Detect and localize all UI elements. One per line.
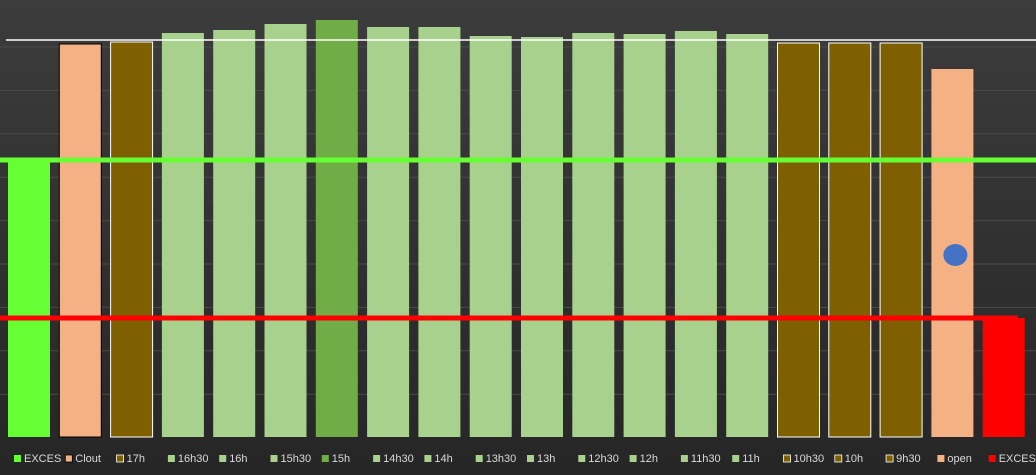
legend-swatch [527, 455, 534, 462]
bar [8, 160, 50, 437]
legend-label: 14h [434, 453, 452, 465]
marker-point [943, 244, 968, 266]
bar [315, 20, 358, 437]
legend-swatch [937, 455, 945, 462]
bar [161, 33, 204, 437]
legend-swatch [988, 455, 996, 462]
legend-swatch [219, 455, 227, 462]
legend-label: Clout [75, 453, 101, 465]
legend-label: 9h30 [896, 453, 920, 465]
bar [58, 43, 102, 438]
bar [264, 24, 307, 437]
bar [879, 42, 923, 438]
legend-swatch [116, 454, 124, 463]
legend-label: 12h [640, 453, 658, 465]
bar [828, 42, 872, 438]
legend-label: 14h30 [383, 453, 414, 465]
legend-swatch [424, 455, 432, 462]
bar [367, 27, 410, 437]
bar [982, 318, 1025, 437]
legend-swatch [475, 455, 483, 462]
legend-label: 17h [127, 453, 145, 465]
legend-label: 13h [537, 453, 555, 465]
bar [674, 31, 717, 437]
bar [623, 34, 666, 437]
legend-swatch [732, 455, 740, 462]
bar [469, 36, 512, 437]
legend-label: EXCES [999, 453, 1036, 465]
legend-label: 10h [845, 453, 863, 465]
bar [726, 34, 769, 437]
legend-swatch [270, 455, 278, 462]
legend-label: 16h30 [178, 453, 209, 465]
legend-swatch [321, 455, 329, 462]
legend-label: 15h30 [281, 453, 312, 465]
legend-label: 11h [742, 453, 760, 465]
legend-label: 12h30 [588, 453, 619, 465]
legend: EXCES Clout 17h 16h30 16h 15h30 15h 14h30 14h 13h… [14, 453, 1036, 465]
bar [213, 30, 256, 437]
legend-swatch [834, 454, 843, 463]
bar [572, 33, 615, 437]
legend-swatch [680, 455, 688, 462]
legend-swatch [578, 455, 586, 462]
legend-swatch [14, 455, 21, 462]
legend-label: 15h [332, 453, 350, 465]
legend-label: 11h30 [691, 453, 721, 465]
bar [777, 42, 820, 438]
legend-label: 16h [229, 453, 247, 465]
bar [521, 37, 563, 437]
bar [110, 41, 154, 438]
legend-label: 13h30 [486, 453, 517, 465]
legend-label: EXCES [24, 453, 61, 465]
legend-label: open [947, 453, 971, 465]
legend-swatch [373, 455, 381, 462]
legend-swatch [167, 455, 175, 462]
legend-swatch [629, 455, 637, 462]
legend-label: 10h30 [794, 453, 825, 465]
legend-swatch [64, 454, 73, 463]
legend-swatch [885, 454, 894, 463]
legend-swatch [783, 454, 791, 463]
plot-area [0, 20, 1036, 438]
bar [418, 27, 461, 437]
